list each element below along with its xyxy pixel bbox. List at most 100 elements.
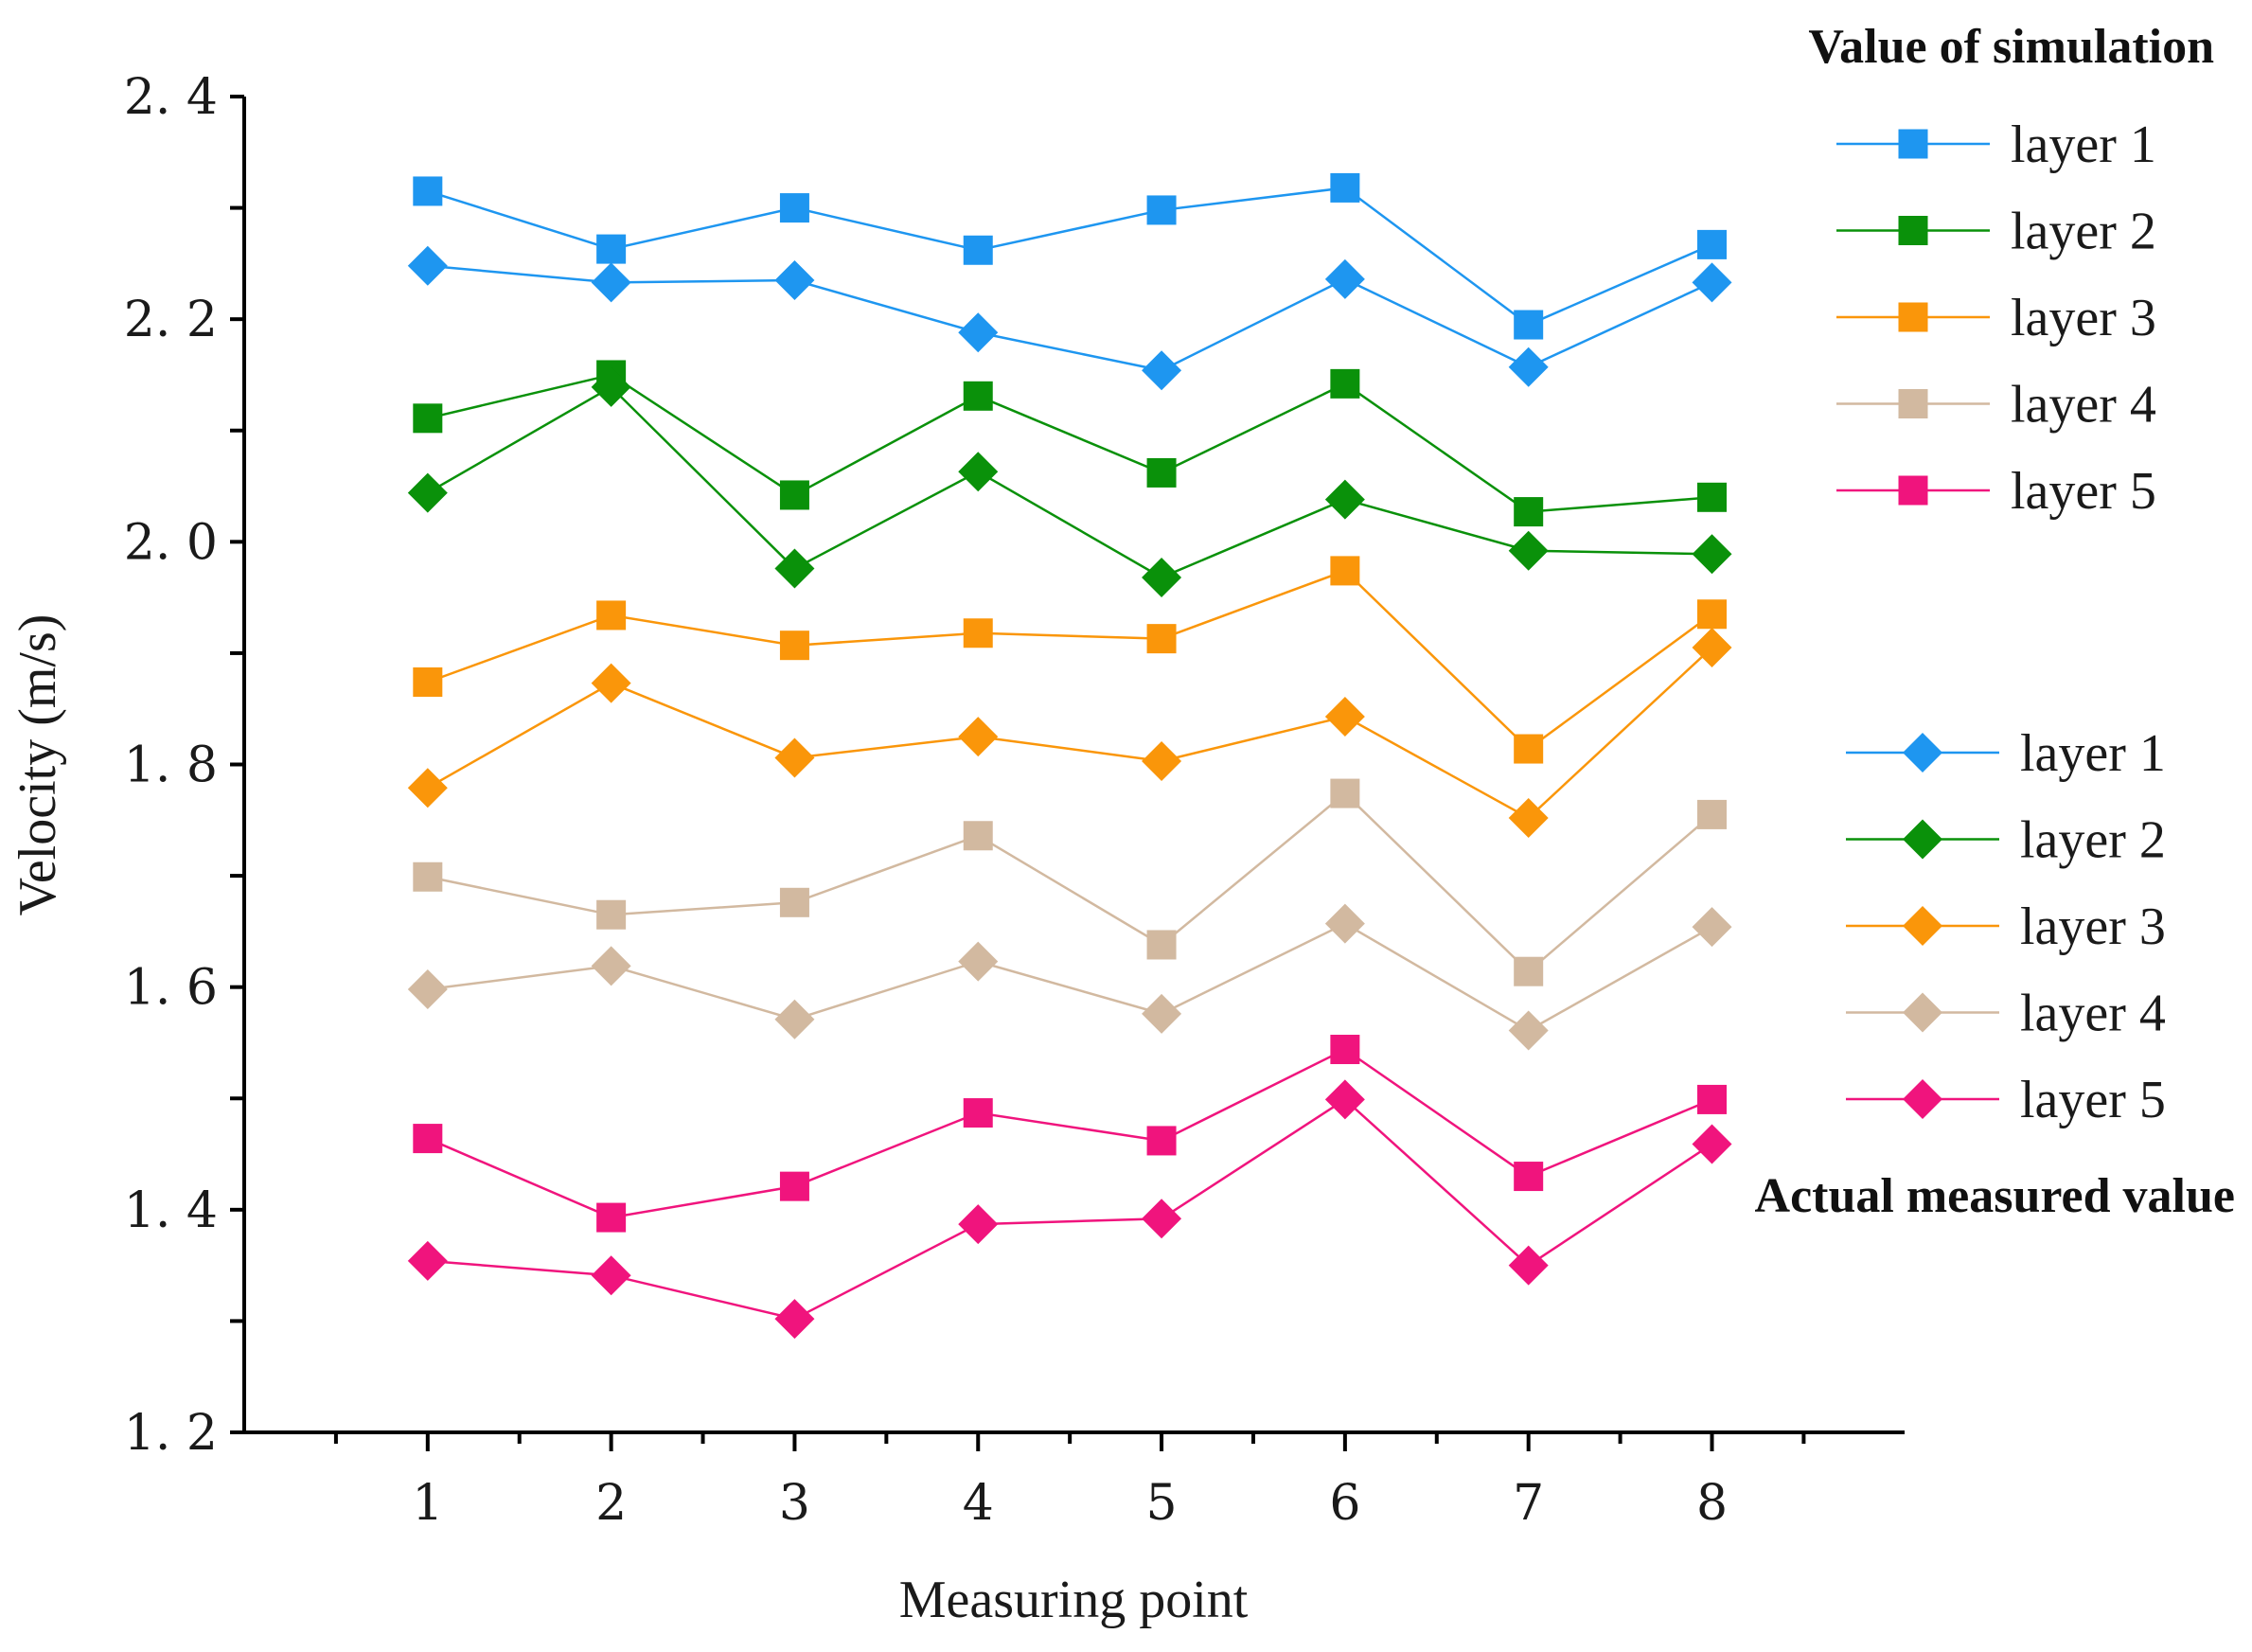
data-point — [407, 472, 448, 513]
data-point — [774, 999, 815, 1039]
data-point — [1330, 368, 1360, 399]
data-point — [413, 176, 443, 206]
series-line — [427, 187, 1712, 327]
data-point — [596, 600, 627, 631]
y-tick-label: 2. 2 — [124, 292, 218, 348]
data-point — [596, 1202, 627, 1233]
data-point — [1696, 799, 1727, 829]
data-point — [1508, 797, 1549, 838]
data-point — [774, 260, 815, 301]
legend-entry: layer 5 — [1846, 1071, 2166, 1129]
data-point — [1146, 457, 1177, 488]
series-layer-4-measured — [407, 903, 1732, 1051]
legend-label: layer 5 — [2020, 1071, 2166, 1129]
series-line — [427, 373, 1712, 513]
data-point — [1692, 907, 1732, 948]
data-point — [1508, 1010, 1549, 1051]
series-layer-1-simulation — [413, 172, 1727, 340]
y-axis-title: Velocity (m/s) — [9, 614, 67, 916]
legend-entry: layer 4 — [1846, 985, 2166, 1043]
data-point — [1324, 1079, 1365, 1120]
y-tick-label: 1. 2 — [124, 1405, 218, 1462]
series-layer-3-simulation — [413, 556, 1727, 764]
data-point — [591, 262, 631, 303]
legend-marker — [1903, 1079, 1942, 1119]
series-line — [427, 264, 1713, 372]
data-point — [1508, 530, 1549, 571]
data-point — [591, 1255, 631, 1296]
data-point — [1324, 903, 1365, 944]
data-point — [407, 768, 448, 808]
legend-label: layer 2 — [2011, 203, 2156, 261]
x-tick-label: 6 — [1329, 1475, 1360, 1532]
legend-label: layer 3 — [2020, 897, 2166, 956]
data-point — [1142, 557, 1182, 597]
data-point — [1330, 172, 1360, 203]
data-point — [413, 666, 443, 697]
x-tick-label: 8 — [1696, 1475, 1728, 1532]
data-point — [591, 663, 631, 703]
legend-title-simulation: Value of simulation — [1808, 20, 2214, 74]
data-point — [963, 618, 993, 648]
legend-entry: layer 2 — [1836, 203, 2156, 261]
data-point — [1692, 628, 1732, 668]
data-point — [779, 193, 809, 223]
series-line — [427, 569, 1713, 751]
data-point — [1324, 479, 1365, 520]
legend-entry: layer 3 — [1836, 289, 2156, 347]
data-point — [779, 631, 809, 661]
data-point — [958, 717, 999, 757]
series-layer-5-measured — [407, 1079, 1732, 1340]
data-point — [774, 737, 815, 778]
data-point — [407, 245, 448, 286]
data-point — [591, 366, 631, 407]
legend-entry: layer 4 — [1836, 376, 2156, 435]
x-tick-label: 1 — [412, 1475, 443, 1532]
series-layer-5-simulation — [413, 1035, 1727, 1233]
legend-label: layer 1 — [2020, 724, 2166, 783]
data-point — [1146, 624, 1177, 654]
legend-marker — [1898, 475, 1928, 506]
legend-marker — [1898, 129, 1928, 159]
data-point — [963, 821, 993, 851]
data-point — [1142, 740, 1182, 781]
data-point — [963, 381, 993, 411]
data-point — [1696, 482, 1727, 512]
legend-marker — [1898, 389, 1928, 418]
series-line — [427, 385, 1712, 579]
data-point — [958, 941, 999, 982]
legend-marker — [1903, 992, 1942, 1033]
series-line — [427, 1097, 1713, 1321]
data-point — [1508, 1245, 1549, 1286]
series-layer-3-measured — [407, 628, 1732, 838]
legend-group: layer 1 layer 2 layer 3 layer 4 layer 5 layer… — [1836, 115, 2166, 1129]
data-point — [958, 1204, 999, 1245]
data-point — [1692, 1124, 1732, 1164]
legend-label: layer 4 — [2011, 376, 2156, 435]
data-point — [407, 969, 448, 1010]
y-tick-label: 2. 4 — [124, 69, 218, 126]
y-tick-label: 2. 0 — [124, 514, 218, 571]
data-point — [1514, 497, 1544, 527]
data-point — [779, 887, 809, 917]
series-layer-1-measured — [407, 245, 1732, 391]
data-point — [1146, 930, 1177, 960]
data-point — [1142, 350, 1182, 391]
x-tick-label: 2 — [595, 1475, 627, 1532]
series-line — [427, 1048, 1712, 1219]
x-tick-label: 7 — [1513, 1475, 1544, 1532]
legend-entry: layer 1 — [1836, 115, 2156, 174]
x-axis-title: Measuring point — [899, 1571, 1249, 1629]
data-point — [1696, 229, 1727, 259]
series-line — [427, 922, 1713, 1032]
legend-marker — [1903, 733, 1942, 773]
data-point — [1330, 556, 1360, 586]
data-point — [958, 312, 999, 353]
data-point — [1692, 262, 1732, 303]
data-point — [596, 899, 627, 930]
legend-title-measured: Actual measured value — [1755, 1169, 2235, 1223]
data-point — [413, 403, 443, 434]
axis-ticks: 1. 2 1. 4 1. 6 1. 8 2. 0 2. 2 2. 4 1 2 3 4 5 6 7 8 — [124, 69, 1806, 1532]
legend-entry: layer 1 — [1846, 724, 2166, 783]
y-tick-label: 1. 6 — [124, 960, 218, 1017]
